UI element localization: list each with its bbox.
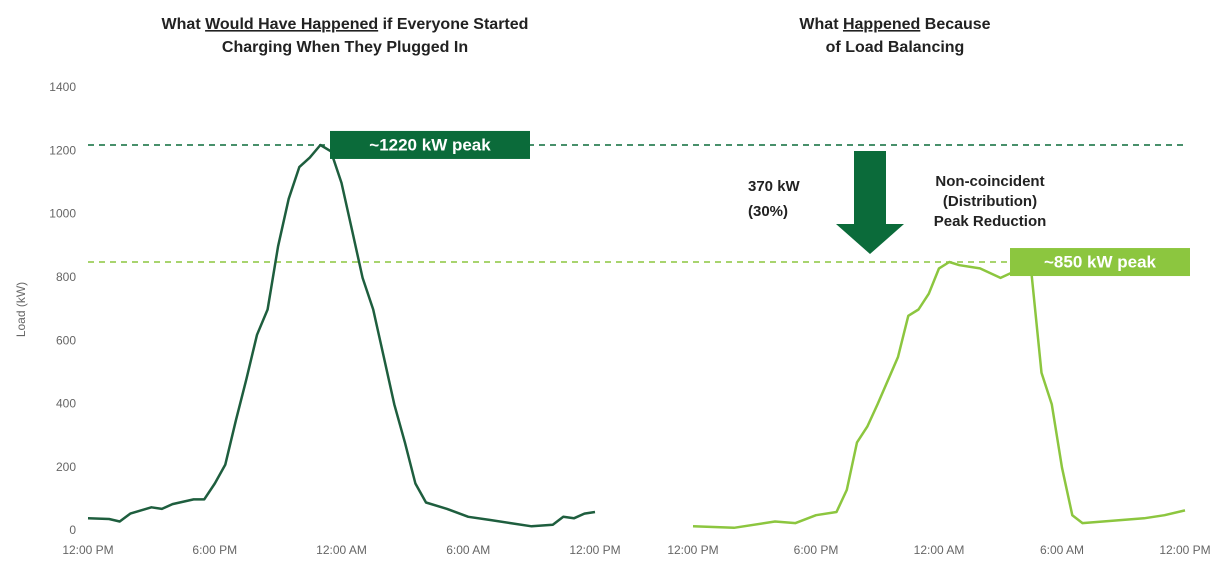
y-tick-label: 400 [56, 397, 76, 411]
y-tick-label: 200 [56, 460, 76, 474]
data-line [692, 260, 1186, 530]
x-tick-label: 6:00 PM [192, 543, 237, 557]
y-tick-label: 600 [56, 333, 76, 347]
reduction-arrow [836, 150, 904, 255]
y-tick-label: 1000 [49, 207, 76, 221]
y-axis-label: Load (kW) [14, 282, 28, 337]
data-line [87, 143, 596, 528]
title-segment: Because [920, 16, 990, 33]
y-tick-label: 1200 [49, 143, 76, 157]
y-tick-label: 0 [69, 523, 76, 537]
title-segment: if Everyone Started [378, 16, 528, 33]
peak-label: ~1220 kW peak [369, 135, 491, 154]
x-tick-label: 6:00 AM [446, 543, 490, 557]
title-segment: What [162, 16, 206, 33]
y-tick-label: 800 [56, 270, 76, 284]
title-segment: of Load Balancing [826, 39, 965, 56]
title-segment: What [799, 16, 843, 33]
peak-label: ~850 kW peak [1044, 253, 1157, 272]
reduction-label: 370 kW [748, 178, 801, 195]
reduction-description: (Distribution) [943, 193, 1037, 210]
x-tick-label: 12:00 AM [316, 543, 367, 557]
x-tick-label: 12:00 PM [667, 543, 718, 557]
y-tick-label: 1400 [49, 80, 76, 94]
reduction-description: Peak Reduction [934, 213, 1047, 230]
title-segment: Happened [843, 16, 920, 33]
chart-title: of Load Balancing [826, 39, 965, 56]
reduction-label: (30%) [748, 203, 788, 220]
chart-title: What Happened Because [799, 16, 990, 33]
reduction-description: Non-coincident [935, 173, 1044, 190]
x-tick-label: 12:00 PM [62, 543, 113, 557]
chart-title: What Would Have Happened if Everyone Sta… [162, 16, 529, 33]
x-tick-label: 12:00 PM [1159, 543, 1210, 557]
x-tick-label: 6:00 PM [794, 543, 839, 557]
peak-label-box [330, 130, 530, 159]
title-segment: Charging When They Plugged In [222, 39, 468, 56]
title-segment: Would Have Happened [205, 16, 378, 33]
peak-label-box [1010, 248, 1190, 277]
x-tick-label: 12:00 PM [569, 543, 620, 557]
chart-title: Charging When They Plugged In [222, 39, 468, 56]
x-tick-label: 12:00 AM [914, 543, 965, 557]
x-tick-label: 6:00 AM [1040, 543, 1084, 557]
